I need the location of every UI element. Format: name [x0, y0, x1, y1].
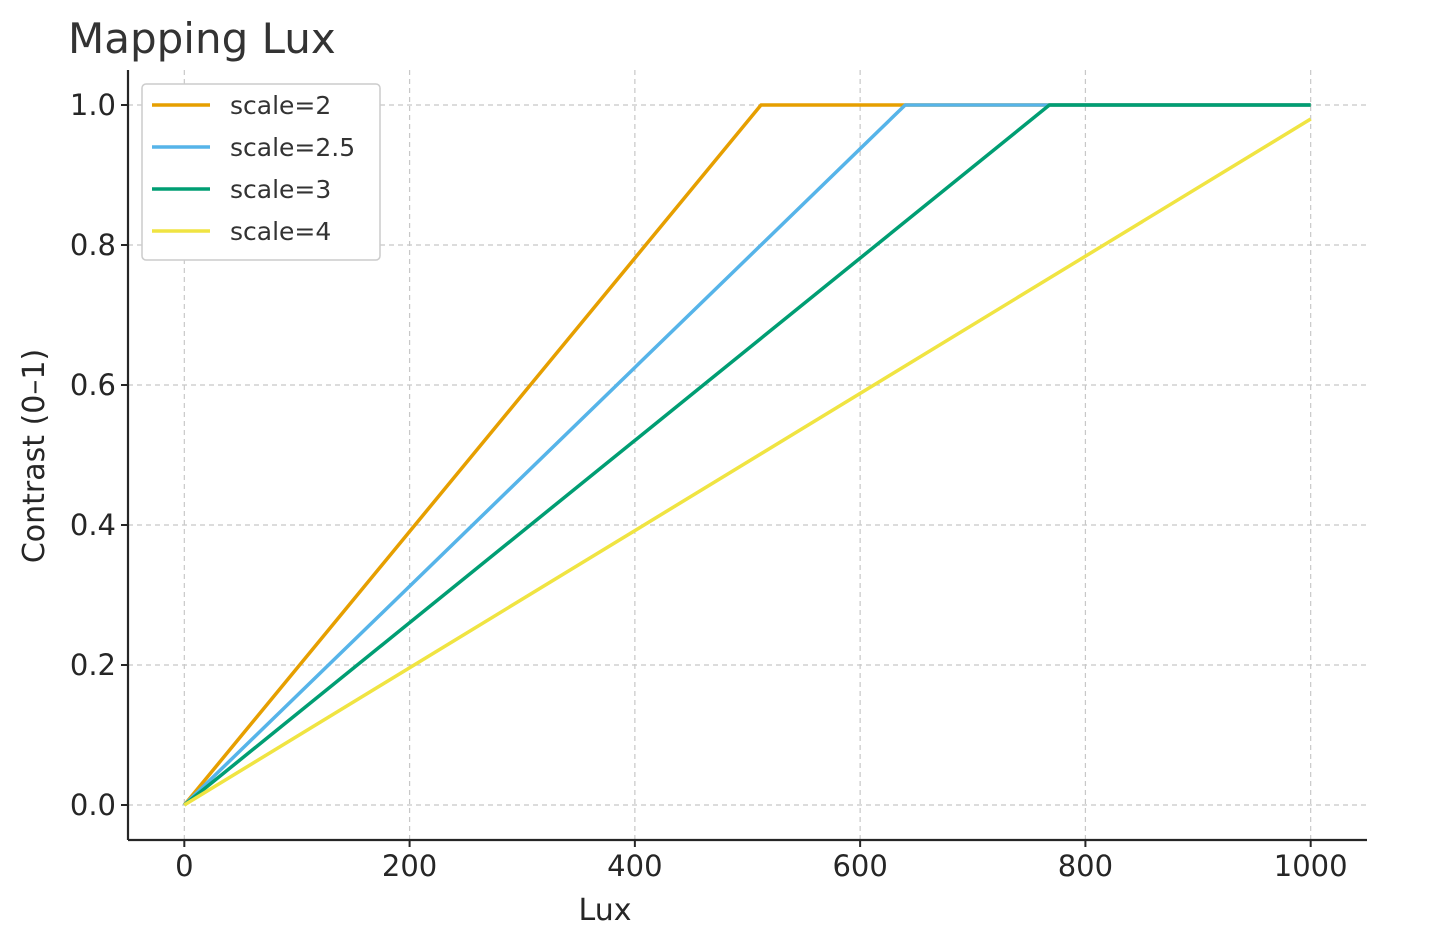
series-lines	[182, 103, 1312, 807]
y-tick-label: 1.0	[70, 88, 116, 122]
y-tick-label: 0.4	[70, 508, 116, 542]
y-axis-ticks: 0.0 0.2 0.4 0.6 0.8 1.0	[70, 88, 128, 822]
legend-box	[141, 83, 381, 261]
x-tick-label: 200	[382, 849, 437, 883]
x-tick-label: 800	[1058, 849, 1113, 883]
y-tick-label: 0.0	[70, 788, 116, 822]
x-tick-label: 0	[175, 849, 193, 883]
axes	[126, 70, 1367, 842]
legend: scale=2 scale=2.5 scale=3 scale=4	[141, 83, 381, 261]
y-tick-label: 0.2	[70, 648, 116, 682]
chart-title: Mapping Lux	[68, 14, 336, 63]
legend-label: scale=2	[230, 91, 331, 120]
series-line-4	[183, 117, 1312, 807]
grid-lines	[128, 70, 1367, 840]
x-axis-ticks: 0 200 400 600 800 1000	[175, 840, 1348, 883]
legend-label: scale=2.5	[230, 133, 355, 162]
x-tick-label: 400	[607, 849, 662, 883]
legend-label: scale=4	[230, 217, 331, 246]
y-tick-label: 0.6	[70, 368, 116, 402]
x-axis-label: Lux	[579, 893, 632, 928]
series-line-3	[183, 103, 1311, 807]
y-tick-label: 0.8	[70, 228, 116, 262]
x-tick-label: 1000	[1274, 849, 1348, 883]
legend-label: scale=3	[230, 175, 331, 204]
x-tick-label: 600	[832, 849, 887, 883]
y-axis-label: Contrast (0–1)	[17, 349, 52, 563]
